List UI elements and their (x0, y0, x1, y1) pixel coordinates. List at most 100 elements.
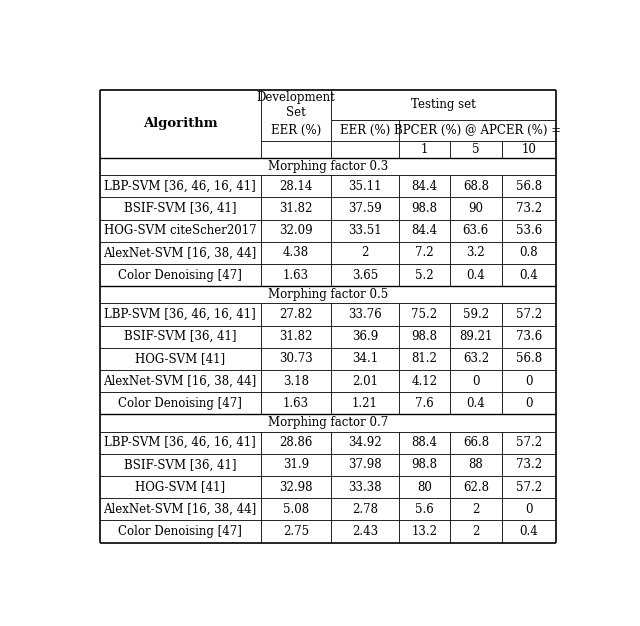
Text: 73.2: 73.2 (516, 458, 542, 471)
Text: 56.8: 56.8 (516, 352, 542, 366)
Text: 28.14: 28.14 (279, 180, 312, 193)
Text: 73.6: 73.6 (516, 330, 542, 343)
Text: 4.38: 4.38 (283, 247, 309, 259)
Text: 28.86: 28.86 (279, 436, 312, 449)
Text: Morphing factor 0.7: Morphing factor 0.7 (268, 416, 388, 429)
Text: 89.21: 89.21 (459, 330, 493, 343)
Text: AlexNet-SVM [16, 38, 44]: AlexNet-SVM [16, 38, 44] (104, 503, 257, 516)
Text: 0: 0 (525, 503, 532, 516)
Text: 34.92: 34.92 (348, 436, 382, 449)
Text: 4.12: 4.12 (412, 374, 437, 387)
Text: Color Denoising [47]: Color Denoising [47] (118, 525, 242, 538)
Text: 7.2: 7.2 (415, 247, 434, 259)
Text: 88.4: 88.4 (412, 436, 437, 449)
Text: Morphing factor 0.3: Morphing factor 0.3 (268, 160, 388, 173)
Text: 1.63: 1.63 (283, 269, 309, 282)
Text: 84.4: 84.4 (412, 180, 438, 193)
Text: 75.2: 75.2 (412, 308, 438, 321)
Text: 98.8: 98.8 (412, 458, 437, 471)
Text: 68.8: 68.8 (463, 180, 489, 193)
Text: 13.2: 13.2 (412, 525, 437, 538)
Text: 5.6: 5.6 (415, 503, 434, 516)
Text: BSIF-SVM [36, 41]: BSIF-SVM [36, 41] (124, 458, 236, 471)
Text: 7.6: 7.6 (415, 397, 434, 410)
Text: LBP-SVM [36, 46, 16, 41]: LBP-SVM [36, 46, 16, 41] (104, 308, 256, 321)
Text: 2: 2 (472, 503, 479, 516)
Text: 30.73: 30.73 (279, 352, 313, 366)
Text: 32.98: 32.98 (279, 481, 312, 494)
Text: EER (%): EER (%) (271, 124, 321, 137)
Text: 0: 0 (525, 397, 532, 410)
Text: 0.4: 0.4 (520, 525, 538, 538)
Text: 33.51: 33.51 (348, 224, 382, 237)
Text: Testing set: Testing set (412, 98, 476, 111)
Text: 2.78: 2.78 (352, 503, 378, 516)
Text: 56.8: 56.8 (516, 180, 542, 193)
Text: 2.43: 2.43 (352, 525, 378, 538)
Text: 0: 0 (472, 374, 479, 387)
Text: HOG-SVM [41]: HOG-SVM [41] (135, 352, 225, 366)
Text: 31.82: 31.82 (279, 202, 312, 215)
Text: 5.2: 5.2 (415, 269, 434, 282)
Text: Development
Set: Development Set (257, 91, 335, 119)
Text: 33.38: 33.38 (348, 481, 382, 494)
Text: BPCER (%) @ APCER (%) =: BPCER (%) @ APCER (%) = (394, 124, 561, 137)
Text: 3.65: 3.65 (352, 269, 378, 282)
Text: Color Denoising [47]: Color Denoising [47] (118, 269, 242, 282)
Text: BSIF-SVM [36, 41]: BSIF-SVM [36, 41] (124, 202, 236, 215)
Text: 32.09: 32.09 (279, 224, 313, 237)
Text: 62.8: 62.8 (463, 481, 489, 494)
Text: Algorithm: Algorithm (143, 117, 218, 130)
Text: LBP-SVM [36, 46, 16, 41]: LBP-SVM [36, 46, 16, 41] (104, 436, 256, 449)
Text: 63.6: 63.6 (463, 224, 489, 237)
Text: EER (%): EER (%) (340, 124, 390, 137)
Text: AlexNet-SVM [16, 38, 44]: AlexNet-SVM [16, 38, 44] (104, 374, 257, 387)
Text: 35.11: 35.11 (348, 180, 381, 193)
Text: 57.2: 57.2 (516, 436, 542, 449)
Text: 80: 80 (417, 481, 432, 494)
Text: 57.2: 57.2 (516, 481, 542, 494)
Text: Color Denoising [47]: Color Denoising [47] (118, 397, 242, 410)
Text: 88: 88 (468, 458, 483, 471)
Text: AlexNet-SVM [16, 38, 44]: AlexNet-SVM [16, 38, 44] (104, 247, 257, 259)
Text: 27.82: 27.82 (279, 308, 312, 321)
Text: 98.8: 98.8 (412, 330, 437, 343)
Text: 90: 90 (468, 202, 483, 215)
Text: BSIF-SVM [36, 41]: BSIF-SVM [36, 41] (124, 330, 236, 343)
Text: HOG-SVM [41]: HOG-SVM [41] (135, 481, 225, 494)
Text: 34.1: 34.1 (352, 352, 378, 366)
Text: LBP-SVM [36, 46, 16, 41]: LBP-SVM [36, 46, 16, 41] (104, 180, 256, 193)
Text: 0.8: 0.8 (520, 247, 538, 259)
Text: 98.8: 98.8 (412, 202, 437, 215)
Text: 1.63: 1.63 (283, 397, 309, 410)
Text: 84.4: 84.4 (412, 224, 438, 237)
Text: 37.98: 37.98 (348, 458, 382, 471)
Text: 5.08: 5.08 (283, 503, 309, 516)
Text: HOG-SVM citeScher2017: HOG-SVM citeScher2017 (104, 224, 257, 237)
Text: Morphing factor 0.5: Morphing factor 0.5 (268, 288, 388, 301)
Text: 0.4: 0.4 (467, 269, 485, 282)
Text: 0.4: 0.4 (520, 269, 538, 282)
Text: 2.01: 2.01 (352, 374, 378, 387)
Text: 1: 1 (420, 143, 428, 156)
Text: 59.2: 59.2 (463, 308, 489, 321)
Text: 2.75: 2.75 (283, 525, 309, 538)
Text: 63.2: 63.2 (463, 352, 489, 366)
Text: 3.2: 3.2 (467, 247, 485, 259)
Text: 10: 10 (522, 143, 536, 156)
Text: 37.59: 37.59 (348, 202, 382, 215)
Text: 53.6: 53.6 (516, 224, 542, 237)
Text: 0.4: 0.4 (467, 397, 485, 410)
Text: 5: 5 (472, 143, 479, 156)
Text: 66.8: 66.8 (463, 436, 489, 449)
Text: 33.76: 33.76 (348, 308, 382, 321)
Text: 2: 2 (361, 247, 369, 259)
Text: 1.21: 1.21 (352, 397, 378, 410)
Text: 31.82: 31.82 (279, 330, 312, 343)
Text: 3.18: 3.18 (283, 374, 309, 387)
Text: 73.2: 73.2 (516, 202, 542, 215)
Text: 2: 2 (472, 525, 479, 538)
Text: 0: 0 (525, 374, 532, 387)
Text: 81.2: 81.2 (412, 352, 437, 366)
Text: 31.9: 31.9 (283, 458, 309, 471)
